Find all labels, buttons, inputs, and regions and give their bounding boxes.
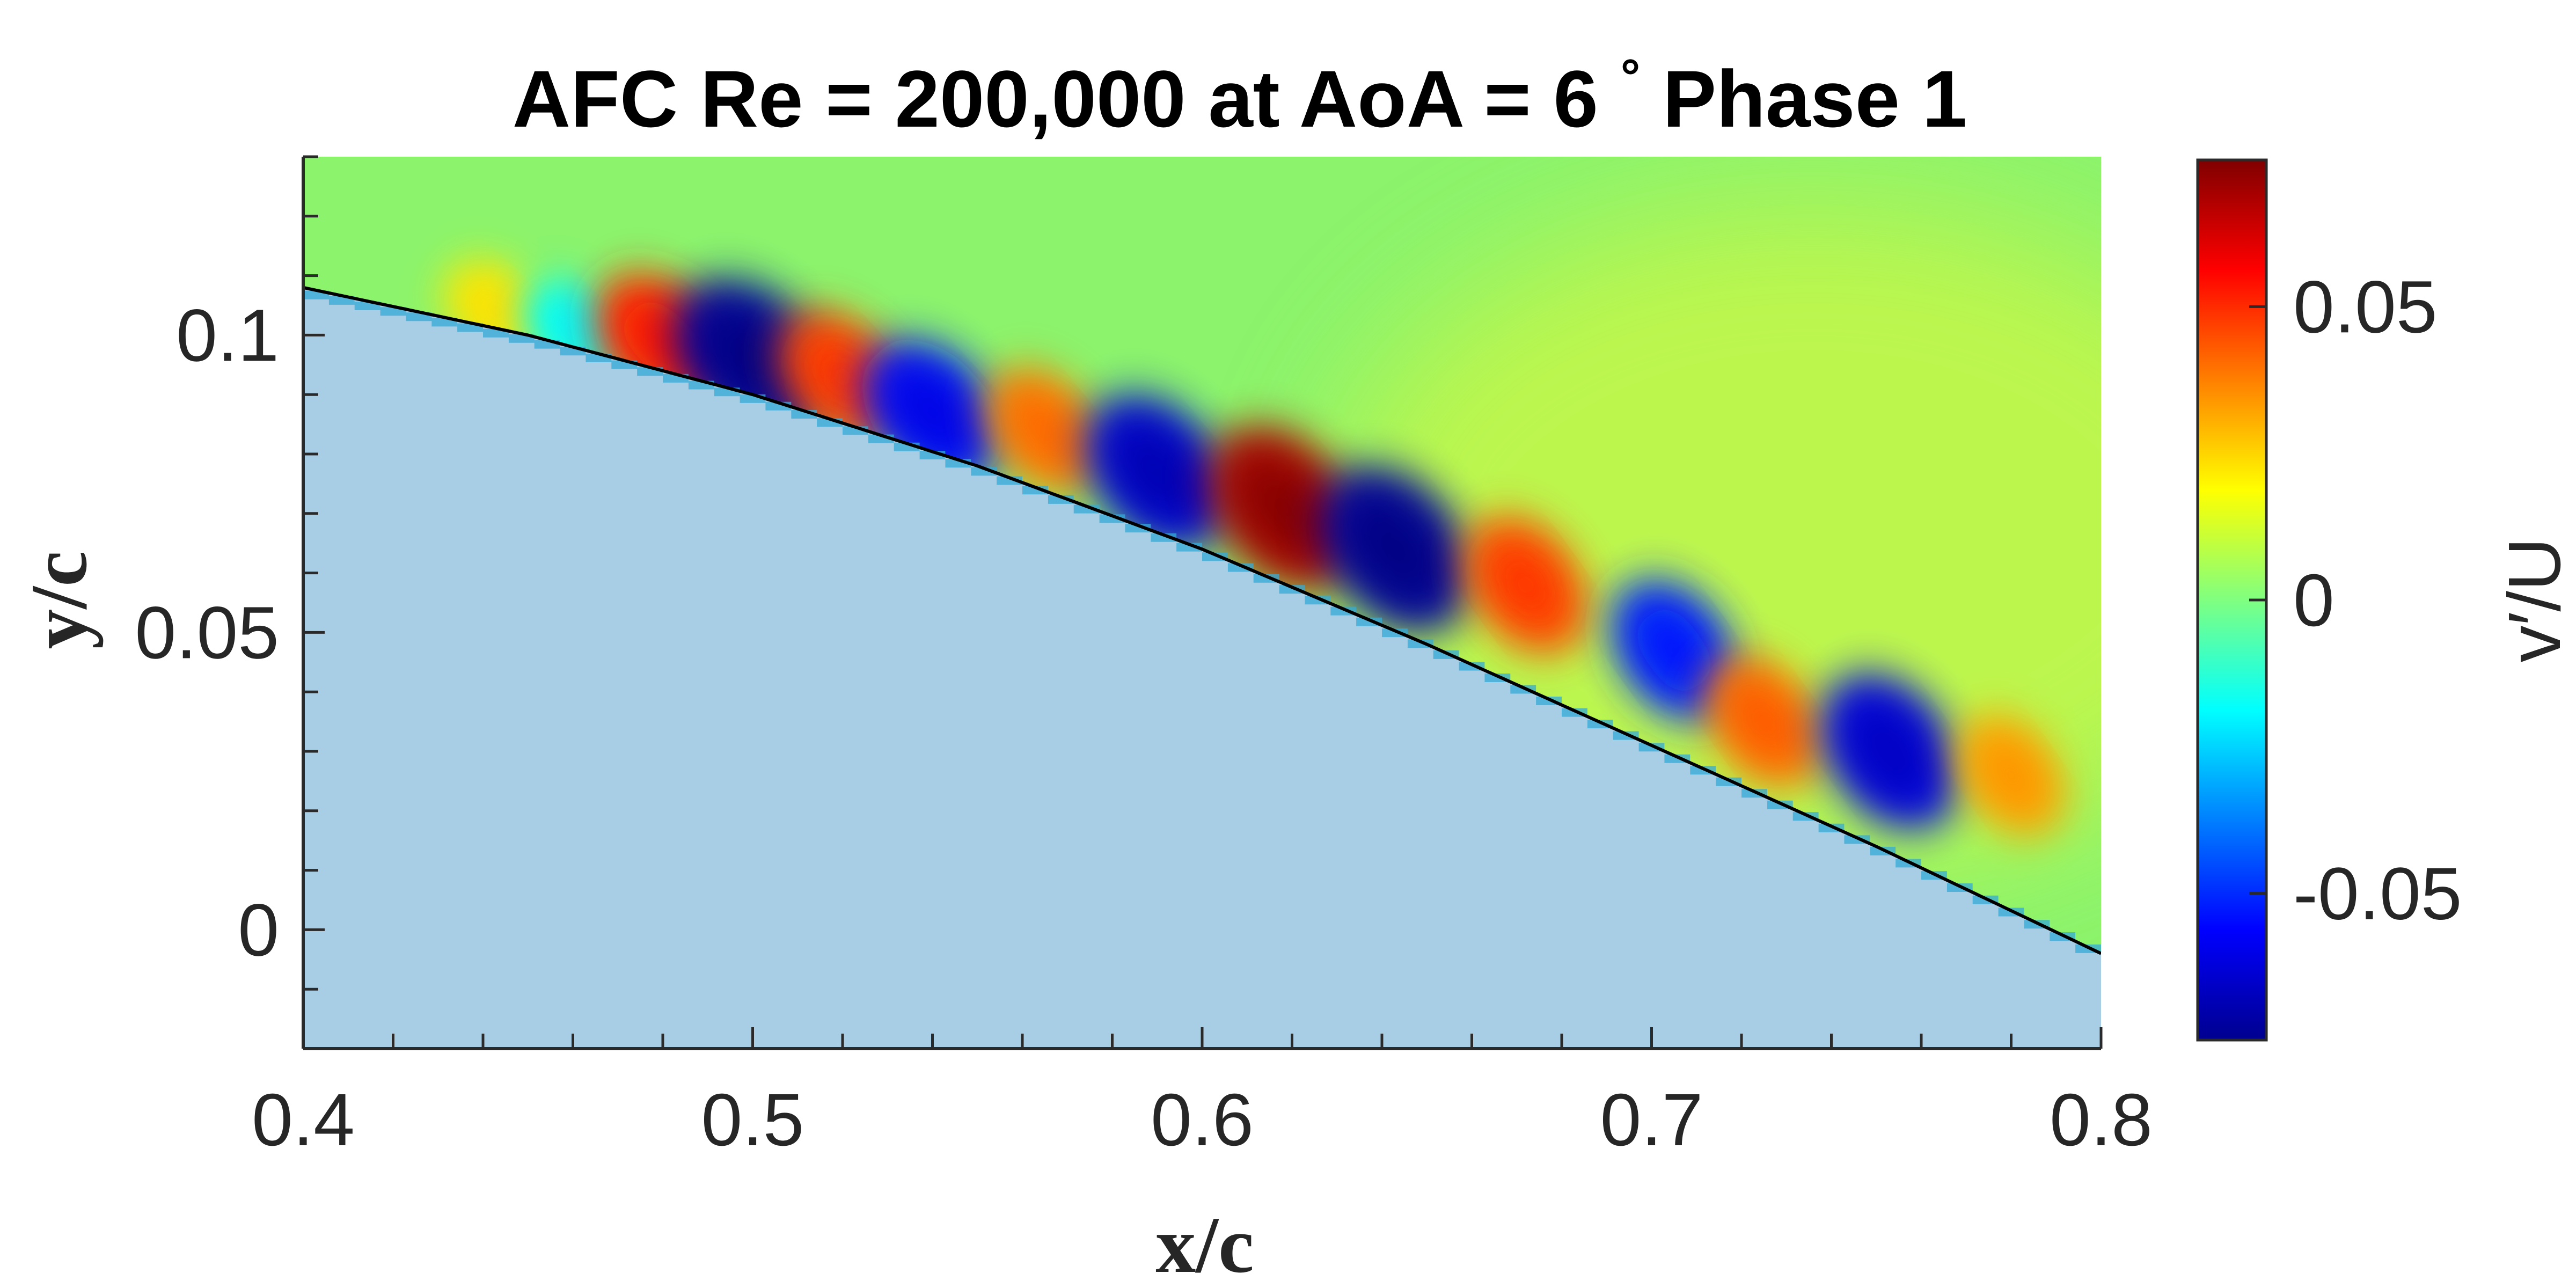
chart-title-degree: °: [1621, 49, 1641, 104]
colorbar-ticks: 0.05 0 -0.05: [2249, 266, 2462, 935]
vortex-core: [706, 311, 800, 406]
colorbar-label: v′/U: [2493, 538, 2576, 663]
vortex-core: [1011, 393, 1079, 467]
colorbar-tick-label: -0.05: [2293, 853, 2462, 935]
x-axis-label: x/c: [1155, 1201, 1254, 1288]
y-axis-ticks: 0 0.05 0.1: [135, 155, 325, 1050]
vortex-core: [1980, 738, 2042, 811]
vortex-core: [1490, 544, 1562, 626]
plot-area: [303, 157, 2101, 1049]
colorbar: 0.05 0 -0.05 v′/U: [2196, 158, 2576, 1042]
vortex-core: [1239, 458, 1327, 557]
vortex-core: [891, 370, 974, 455]
x-tick-label: 0.5: [701, 1079, 804, 1161]
y-axis-label: y/c: [14, 551, 104, 649]
x-tick-label: 0.6: [1151, 1079, 1254, 1161]
x-tick-label: 0.7: [1600, 1079, 1703, 1161]
vortex-core: [1115, 426, 1200, 518]
chart-title-main: AFC Re = 200,000 at AoA = 6: [513, 54, 1598, 144]
vortex-core: [1351, 499, 1440, 599]
chart-title-suffix: Phase 1: [1663, 54, 1967, 144]
y-tick-label: 0: [238, 889, 279, 971]
vortex-core: [1730, 683, 1798, 760]
x-axis-ticks: 0.4 0.5 0.6 0.7 0.8: [252, 1027, 2153, 1161]
airfoil-body: [303, 287, 2101, 1049]
colorbar-tick-label: 0: [2293, 559, 2334, 642]
vortex-core: [805, 338, 880, 416]
x-tick-label: 0.4: [252, 1079, 355, 1161]
chart-title: AFC Re = 200,000 at AoA = 6 ° Phase 1: [513, 20, 1967, 144]
vortex-core: [1637, 608, 1711, 693]
x-tick-label: 0.8: [2050, 1079, 2153, 1161]
y-tick-label: 0.1: [176, 294, 279, 377]
vortex-core: [1849, 705, 1930, 798]
colorbar-tick-label: 0.05: [2293, 266, 2438, 348]
y-tick-label: 0.05: [135, 591, 279, 674]
airfoil-surface-line: [303, 286, 2101, 955]
axes: 0.4 0.5 0.6 0.7 0.8 0 0.05 0.1: [135, 155, 2153, 1161]
